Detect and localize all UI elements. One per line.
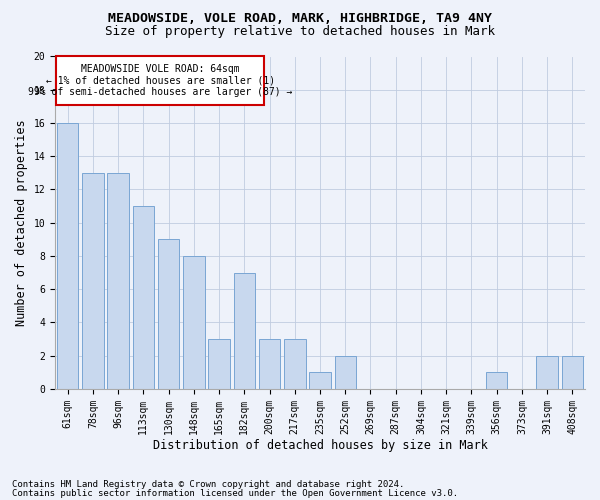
Bar xyxy=(208,339,230,389)
Text: MEADOWSIDE VOLE ROAD: 64sqm
← 1% of detached houses are smaller (1)
99% of semi-: MEADOWSIDE VOLE ROAD: 64sqm ← 1% of deta… xyxy=(28,64,293,97)
Bar xyxy=(233,272,255,389)
Bar xyxy=(259,339,280,389)
Bar xyxy=(536,356,558,389)
Text: MEADOWSIDE, VOLE ROAD, MARK, HIGHBRIDGE, TA9 4NY: MEADOWSIDE, VOLE ROAD, MARK, HIGHBRIDGE,… xyxy=(108,12,492,26)
Bar xyxy=(107,173,129,389)
Y-axis label: Number of detached properties: Number of detached properties xyxy=(15,120,28,326)
Bar xyxy=(57,123,79,389)
FancyBboxPatch shape xyxy=(56,56,265,104)
X-axis label: Distribution of detached houses by size in Mark: Distribution of detached houses by size … xyxy=(152,440,487,452)
Bar xyxy=(562,356,583,389)
Bar xyxy=(284,339,305,389)
Bar xyxy=(82,173,104,389)
Bar xyxy=(158,240,179,389)
Bar xyxy=(183,256,205,389)
Bar xyxy=(309,372,331,389)
Bar xyxy=(133,206,154,389)
Bar xyxy=(486,372,508,389)
Bar xyxy=(335,356,356,389)
Text: Contains public sector information licensed under the Open Government Licence v3: Contains public sector information licen… xyxy=(12,489,458,498)
Text: Size of property relative to detached houses in Mark: Size of property relative to detached ho… xyxy=(105,25,495,38)
Text: Contains HM Land Registry data © Crown copyright and database right 2024.: Contains HM Land Registry data © Crown c… xyxy=(12,480,404,489)
